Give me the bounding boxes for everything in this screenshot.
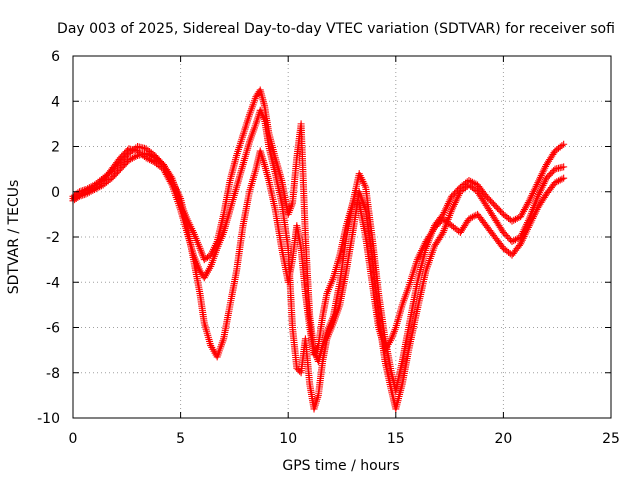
x-axis-label: GPS time / hours [282, 458, 399, 474]
data-point-trace [438, 230, 446, 238]
y-tick-label: 2 [51, 140, 60, 156]
data-point-trace [518, 211, 526, 219]
y-tick-label: 6 [51, 49, 60, 65]
x-tick-label: 25 [602, 431, 620, 447]
data-point-trace [80, 191, 88, 199]
data-point-trace [162, 166, 170, 174]
y-tick-label: -4 [46, 275, 60, 291]
grid [73, 56, 611, 418]
data-point-trace [523, 200, 531, 208]
data-point-trace [558, 142, 566, 150]
data-point-trace [519, 207, 527, 215]
data-points [69, 86, 568, 413]
data-point [75, 192, 83, 200]
data-point-trace [524, 199, 532, 207]
data-point-trace [74, 193, 82, 201]
x-axis: 0 5 10 15 20 25 [69, 56, 620, 447]
series-3 [69, 147, 568, 361]
x-tick-label: 5 [176, 431, 185, 447]
data-point-trace [163, 168, 171, 176]
data-point-trace [522, 202, 530, 210]
x-tick-label: 10 [279, 431, 297, 447]
x-tick-label: 15 [387, 431, 405, 447]
data-point-trace [164, 169, 172, 177]
data-point-trace [166, 173, 174, 181]
data-point-trace [167, 175, 175, 183]
data-point [560, 163, 568, 171]
y-tick-label: -10 [37, 411, 60, 427]
data-point-trace [519, 209, 527, 217]
data-point-trace [558, 175, 566, 183]
y-tick-label: 4 [51, 94, 60, 110]
data-point-trace [165, 171, 173, 179]
y-tick-label: -2 [46, 230, 60, 246]
data-point-trace [132, 152, 140, 160]
data-point [560, 140, 568, 148]
data-point-trace [472, 211, 480, 219]
data-point-trace [77, 192, 85, 200]
data-point-trace [498, 243, 506, 251]
data-point-trace [161, 164, 169, 172]
data-point-trace [160, 162, 168, 170]
x-tick-label: 20 [494, 431, 512, 447]
y-axis-label: SDTVAR / TECUs [6, 180, 22, 295]
data-point-trace [521, 204, 529, 212]
y-tick-label: -8 [46, 366, 60, 382]
data-point [560, 174, 568, 182]
x-tick-label: 0 [69, 431, 78, 447]
data-point [159, 161, 167, 169]
data-point-trace [520, 206, 528, 214]
y-tick-label: 0 [51, 185, 60, 201]
data-point [517, 213, 525, 221]
y-tick-label: -6 [46, 321, 60, 337]
y-axis: -10 -8 -6 -4 -2 0 2 4 6 [37, 49, 611, 427]
series-2 [69, 106, 568, 413]
data-point-trace [124, 146, 132, 154]
chart-title: Day 003 of 2025, Sidereal Day-to-day VTE… [57, 21, 615, 37]
data-point-trace [79, 191, 87, 199]
